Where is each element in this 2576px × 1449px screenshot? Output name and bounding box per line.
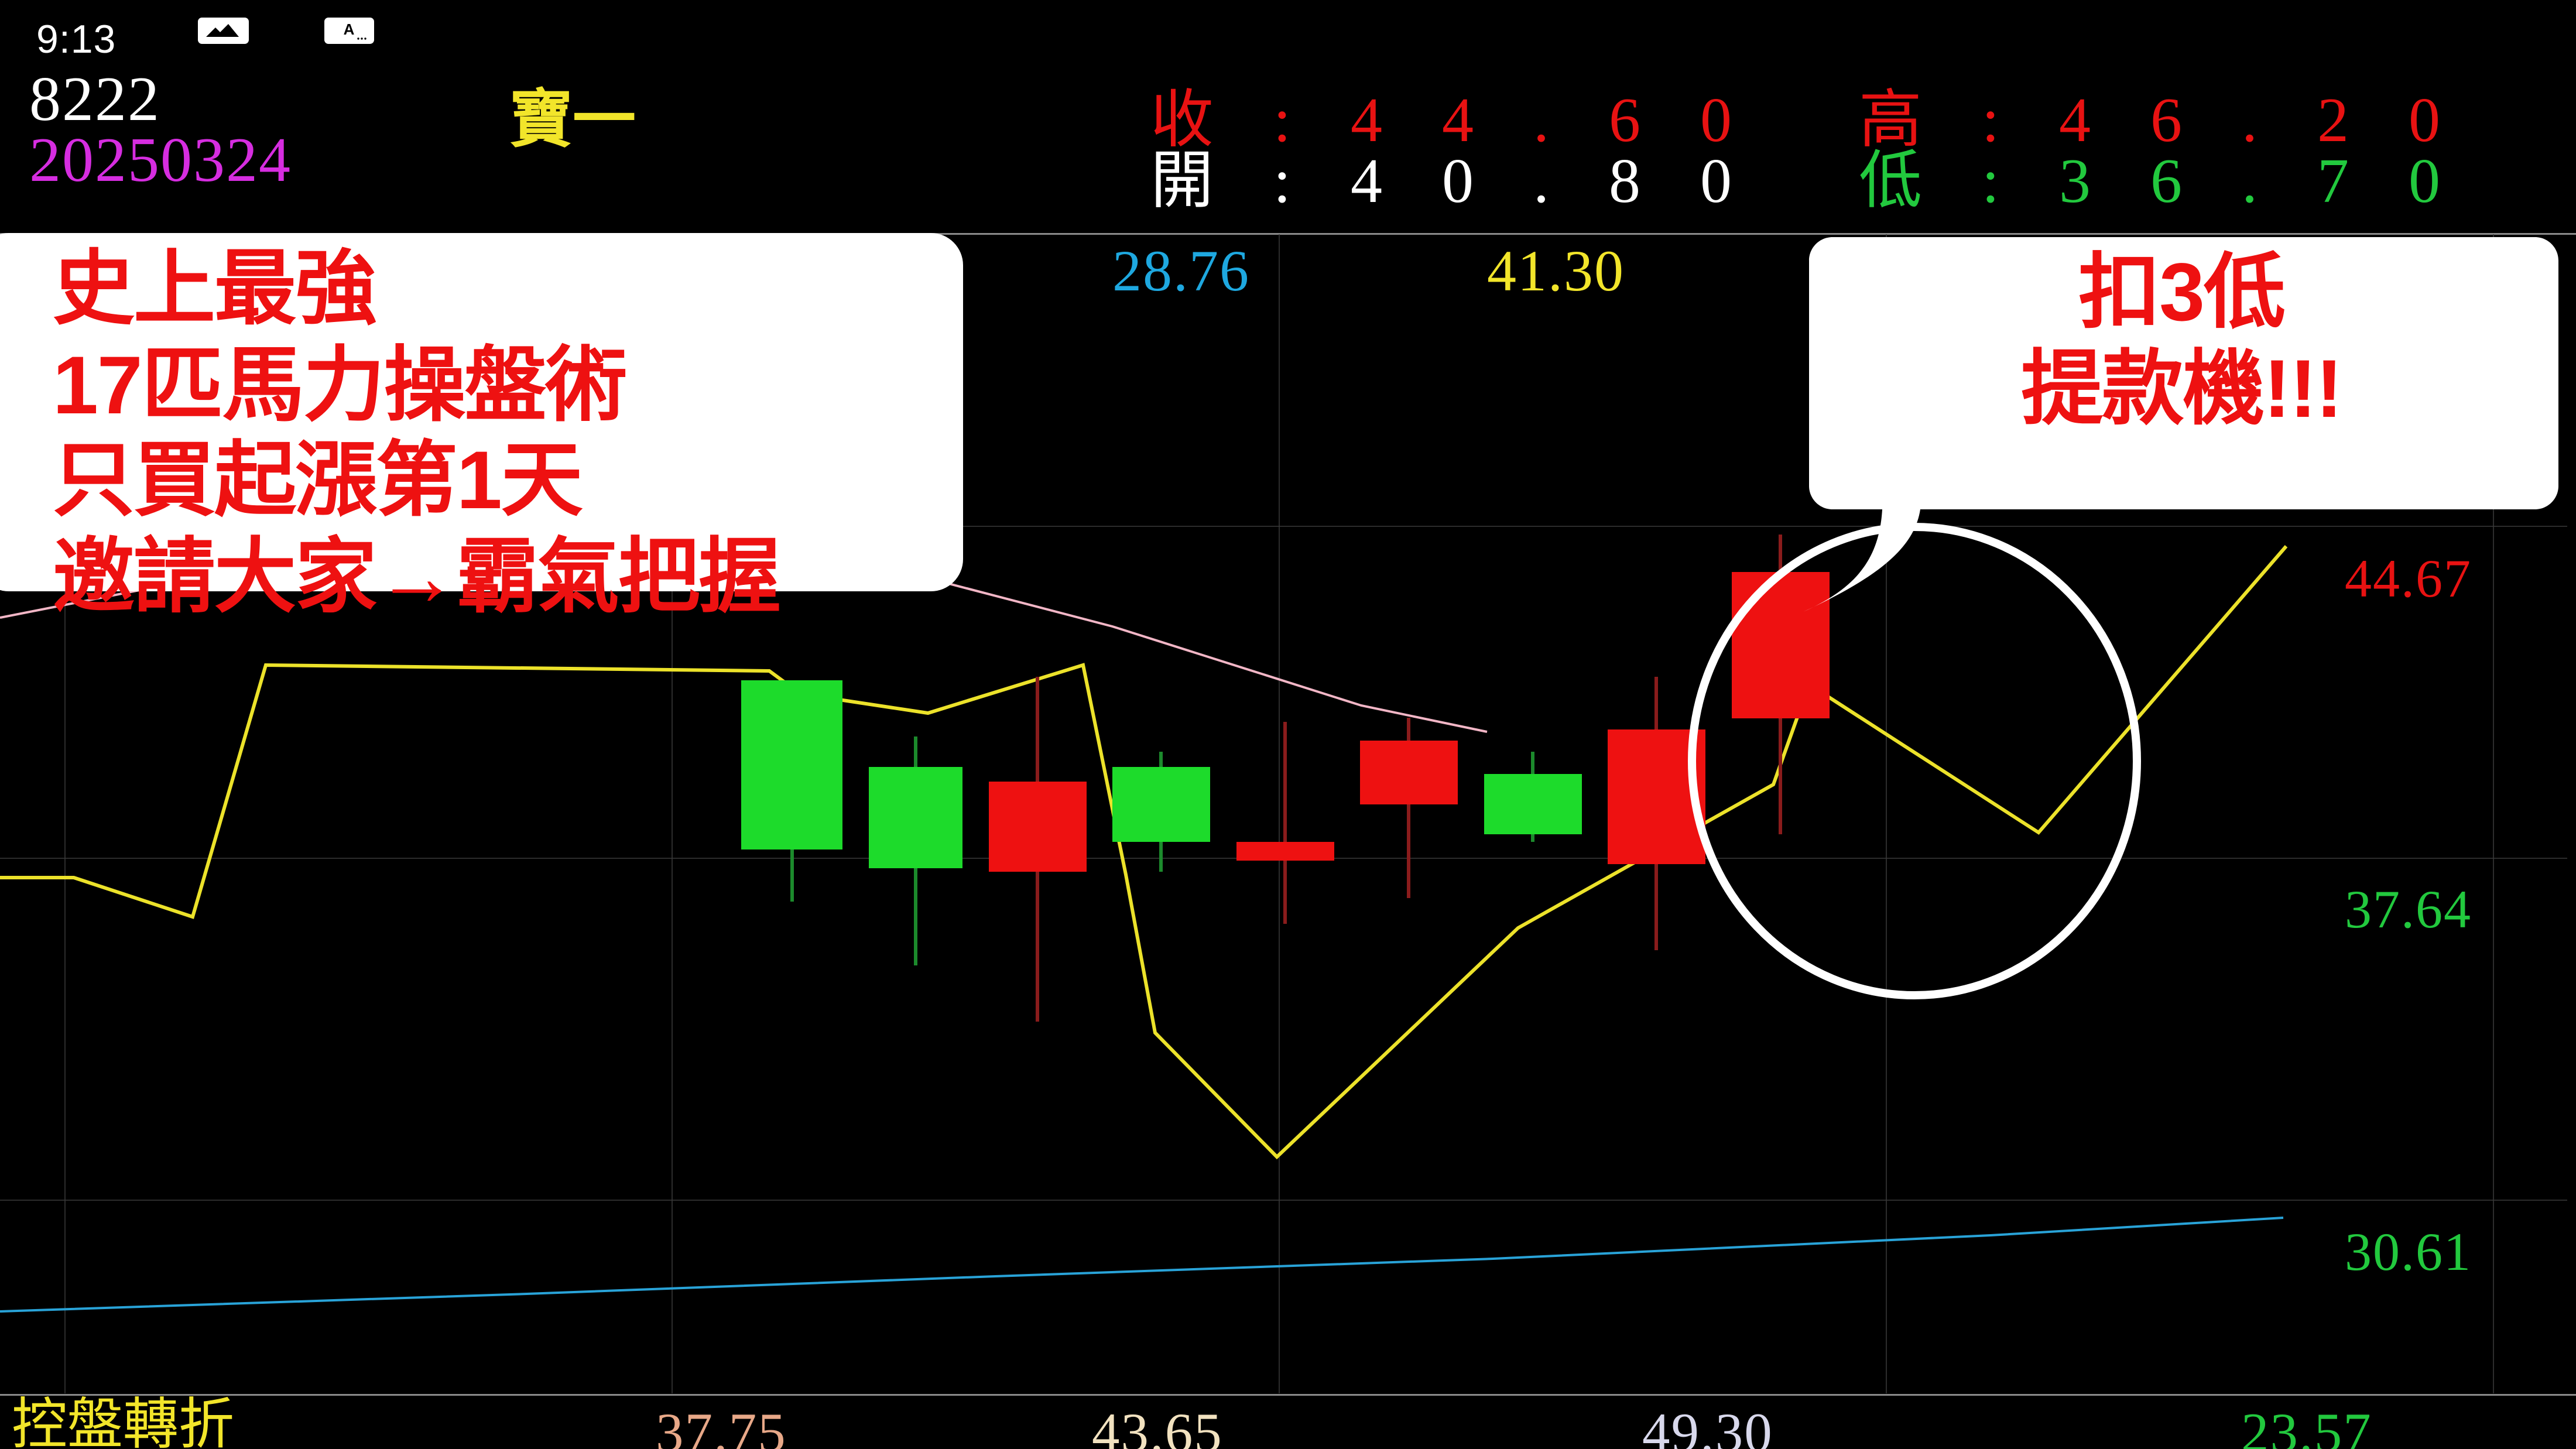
svg-text:控盤轉折: 控盤轉折 <box>12 1393 234 1449</box>
